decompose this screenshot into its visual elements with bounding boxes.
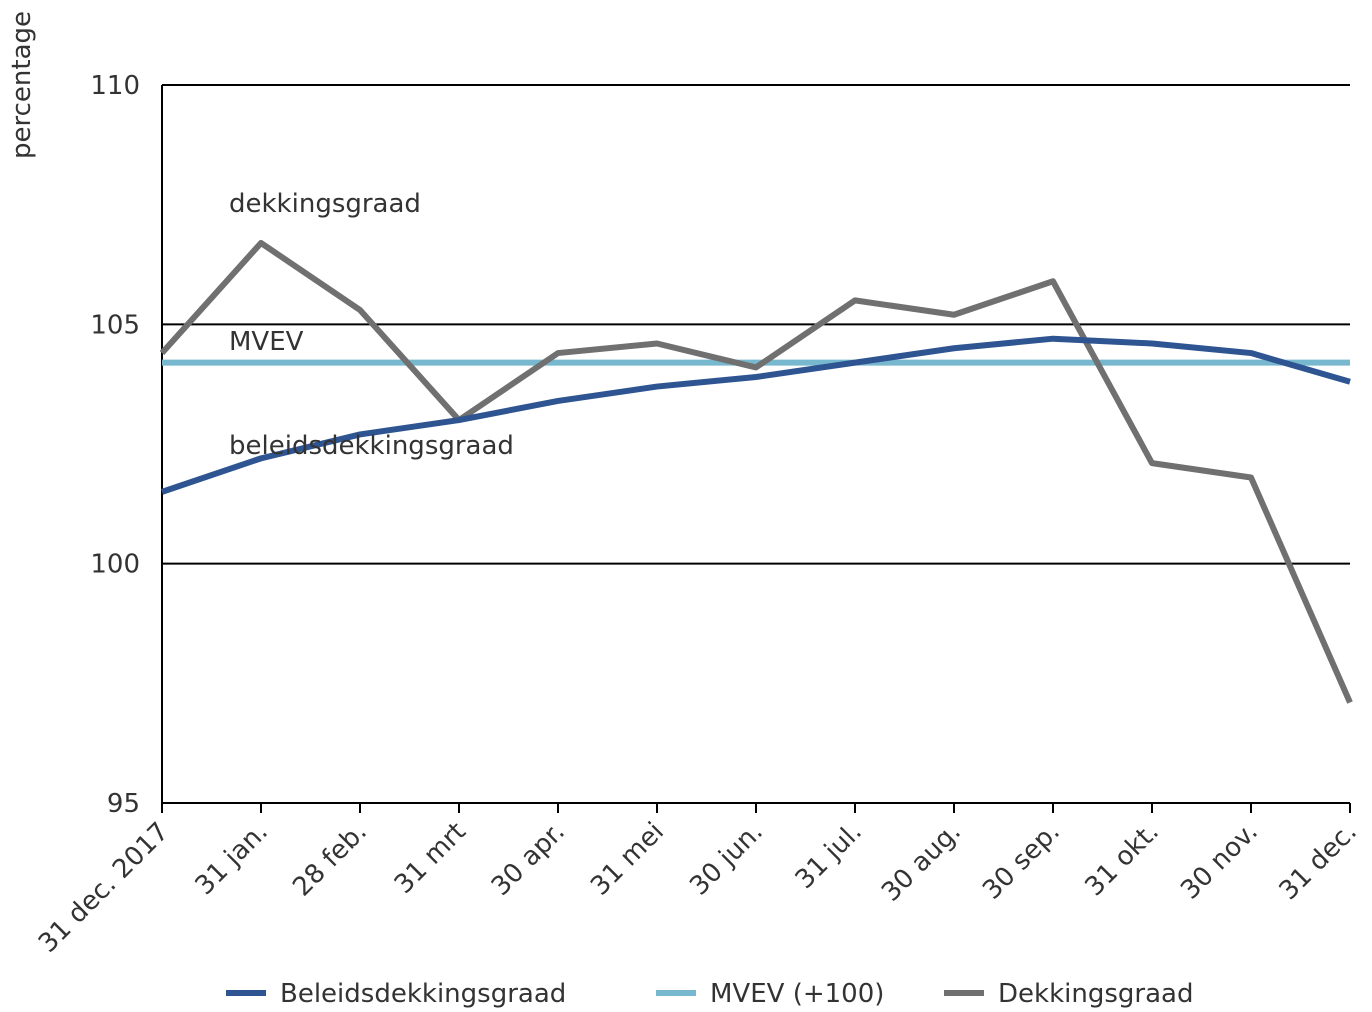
x-tick-label: 30 apr. — [486, 817, 571, 902]
x-tick-label: 30 aug. — [876, 817, 967, 908]
y-tick-label: 95 — [107, 789, 140, 819]
x-tick-label: 31 dec. — [1274, 817, 1363, 906]
x-tick-label: 30 nov. — [1175, 817, 1264, 906]
x-tick-label: 28 feb. — [287, 817, 373, 903]
y-axis-label: percentage — [7, 11, 37, 159]
y-tick-label: 100 — [90, 550, 140, 580]
annotation: MVEV — [229, 327, 304, 357]
x-tick-label: 31 okt. — [1080, 817, 1165, 902]
legend-label: Dekkingsgraad — [998, 979, 1193, 1009]
x-tick-label: 31 mei — [585, 817, 670, 902]
x-tick-label: 31 mrt — [389, 817, 472, 900]
line-series — [159, 239, 1353, 704]
annotation: beleidsdekkingsgraad — [229, 431, 514, 461]
x-tick-label: 30 sep. — [977, 817, 1066, 906]
legend-label: Beleidsdekkingsgraad — [280, 979, 566, 1009]
y-tick-label: 105 — [90, 310, 140, 340]
x-tick-label: 30 jun. — [684, 817, 769, 902]
legend-label: MVEV (+100) — [710, 979, 884, 1009]
line-series — [161, 335, 1351, 495]
x-tick-label: 31 jan. — [190, 817, 274, 901]
x-tick-label: 31 jul. — [790, 817, 868, 895]
annotation: dekkingsgraad — [229, 189, 421, 219]
y-tick-label: 110 — [90, 71, 140, 101]
x-tick-label: 31 dec. 2017 — [33, 817, 175, 959]
